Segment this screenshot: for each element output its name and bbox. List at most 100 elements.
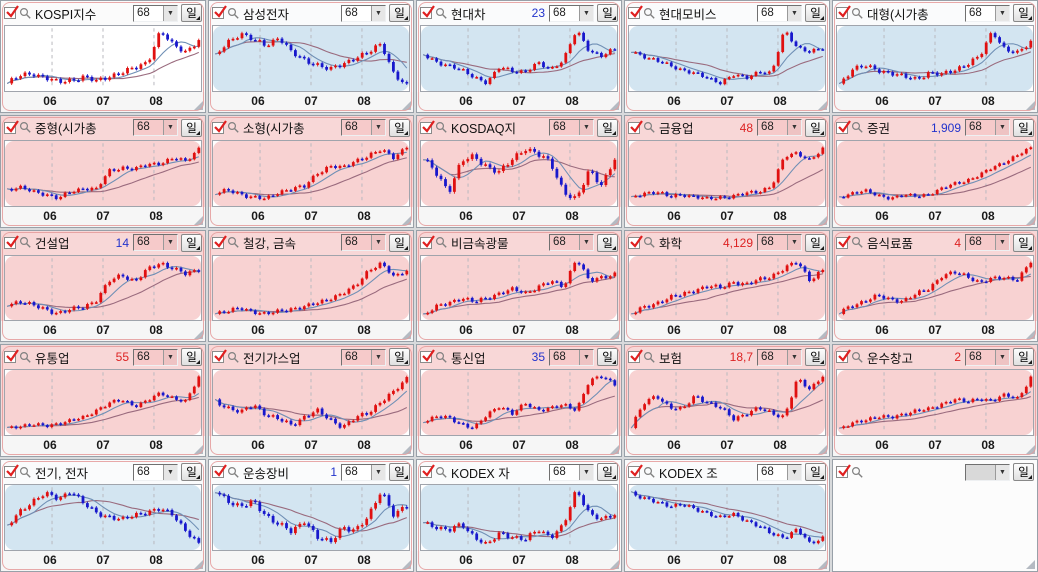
chart-area[interactable]	[836, 25, 1034, 92]
chevron-down-icon[interactable]: ▼	[995, 120, 1009, 136]
period-combobox[interactable]: 68 ▼	[965, 119, 1010, 137]
chart-area[interactable]	[420, 369, 618, 437]
resize-grip[interactable]	[818, 100, 827, 110]
chart-area[interactable]	[420, 25, 618, 92]
search-icon[interactable]	[851, 351, 864, 364]
chart-area[interactable]	[628, 484, 826, 551]
period-combobox[interactable]: 68 ▼	[757, 4, 802, 22]
period-combobox[interactable]: 68 ▼	[341, 348, 386, 366]
chart-area[interactable]	[4, 484, 202, 551]
chart-area[interactable]	[420, 139, 618, 207]
chart-area[interactable]	[212, 139, 410, 207]
unit-button[interactable]: 일	[181, 118, 202, 137]
search-icon[interactable]	[851, 7, 864, 20]
search-icon[interactable]	[227, 7, 240, 20]
resize-grip[interactable]	[402, 215, 411, 225]
period-combobox[interactable]: 68 ▼	[549, 234, 594, 252]
period-combobox[interactable]: 68 ▼	[341, 463, 386, 481]
resize-grip[interactable]	[194, 560, 203, 569]
resize-grip[interactable]	[818, 215, 827, 225]
checkbox[interactable]	[628, 234, 643, 249]
checkbox[interactable]	[4, 120, 19, 134]
chevron-down-icon[interactable]: ▼	[579, 349, 593, 365]
resize-grip[interactable]	[818, 330, 827, 340]
search-icon[interactable]	[851, 466, 864, 479]
unit-button[interactable]: 일	[597, 118, 618, 137]
chevron-down-icon[interactable]: ▼	[371, 464, 385, 480]
period-combobox[interactable]: 68 ▼	[965, 234, 1010, 252]
resize-grip[interactable]	[818, 445, 827, 455]
chart-area[interactable]	[628, 254, 826, 322]
resize-grip[interactable]	[1026, 560, 1035, 569]
checkbox[interactable]	[420, 120, 435, 134]
chart-area[interactable]	[4, 139, 202, 207]
period-combobox[interactable]: 68 ▼	[549, 119, 594, 137]
resize-grip[interactable]	[610, 215, 619, 225]
chevron-down-icon[interactable]: ▼	[787, 5, 801, 21]
checkbox[interactable]	[836, 464, 851, 479]
unit-button[interactable]: 일	[1013, 4, 1034, 22]
unit-button[interactable]: 일	[181, 348, 202, 367]
resize-grip[interactable]	[610, 330, 619, 340]
period-combobox[interactable]: 68 ▼	[757, 348, 802, 366]
unit-button[interactable]: 일	[389, 348, 410, 367]
search-icon[interactable]	[227, 121, 240, 134]
unit-button[interactable]: 일	[389, 463, 410, 482]
period-combobox[interactable]: 68 ▼	[549, 463, 594, 481]
search-icon[interactable]	[19, 7, 32, 20]
unit-button[interactable]: 일	[1013, 233, 1034, 252]
chart-area[interactable]	[212, 254, 410, 322]
period-combobox[interactable]: 68 ▼	[133, 234, 178, 252]
search-icon[interactable]	[851, 121, 864, 134]
resize-grip[interactable]	[194, 100, 203, 110]
resize-grip[interactable]	[1026, 215, 1035, 225]
search-icon[interactable]	[643, 121, 656, 134]
checkbox[interactable]	[836, 234, 851, 249]
chevron-down-icon[interactable]: ▼	[787, 235, 801, 251]
unit-button[interactable]: 일	[805, 233, 826, 252]
chevron-down-icon[interactable]: ▼	[163, 464, 177, 480]
chart-area[interactable]	[212, 369, 410, 437]
checkbox[interactable]	[212, 120, 227, 134]
unit-button[interactable]: 일	[805, 348, 826, 367]
unit-button[interactable]: 일	[181, 233, 202, 252]
checkbox[interactable]	[420, 464, 435, 479]
chevron-down-icon[interactable]: ▼	[163, 349, 177, 365]
period-combobox[interactable]: 68 ▼	[549, 348, 594, 366]
unit-button[interactable]: 일	[597, 463, 618, 482]
chevron-down-icon[interactable]: ▼	[163, 120, 177, 136]
unit-button[interactable]: 일	[805, 463, 826, 482]
period-combobox[interactable]: ▼	[965, 463, 1010, 481]
checkbox[interactable]	[4, 464, 19, 479]
chart-area[interactable]	[4, 254, 202, 322]
period-combobox[interactable]: 68 ▼	[549, 4, 594, 22]
search-icon[interactable]	[851, 236, 864, 249]
chart-area[interactable]	[212, 25, 410, 92]
checkbox[interactable]	[420, 349, 435, 364]
resize-grip[interactable]	[194, 330, 203, 340]
checkbox[interactable]	[212, 234, 227, 249]
period-combobox[interactable]: 68 ▼	[133, 119, 178, 137]
period-combobox[interactable]: 68 ▼	[965, 348, 1010, 366]
search-icon[interactable]	[435, 121, 448, 134]
chart-area[interactable]	[628, 139, 826, 207]
chart-area[interactable]	[836, 254, 1034, 322]
checkbox[interactable]	[628, 120, 643, 134]
chart-area[interactable]	[628, 25, 826, 92]
checkbox[interactable]	[4, 5, 19, 19]
chart-area[interactable]	[833, 484, 1037, 551]
resize-grip[interactable]	[610, 560, 619, 569]
unit-button[interactable]: 일	[181, 463, 202, 482]
search-icon[interactable]	[227, 236, 240, 249]
checkbox[interactable]	[836, 349, 851, 364]
period-combobox[interactable]: 68 ▼	[133, 4, 178, 22]
unit-button[interactable]: 일	[389, 233, 410, 252]
resize-grip[interactable]	[402, 445, 411, 455]
search-icon[interactable]	[19, 351, 32, 364]
checkbox[interactable]	[836, 5, 851, 19]
period-combobox[interactable]: 68 ▼	[341, 119, 386, 137]
checkbox[interactable]	[4, 234, 19, 249]
chevron-down-icon[interactable]: ▼	[579, 235, 593, 251]
resize-grip[interactable]	[402, 560, 411, 569]
period-combobox[interactable]: 68 ▼	[757, 463, 802, 481]
